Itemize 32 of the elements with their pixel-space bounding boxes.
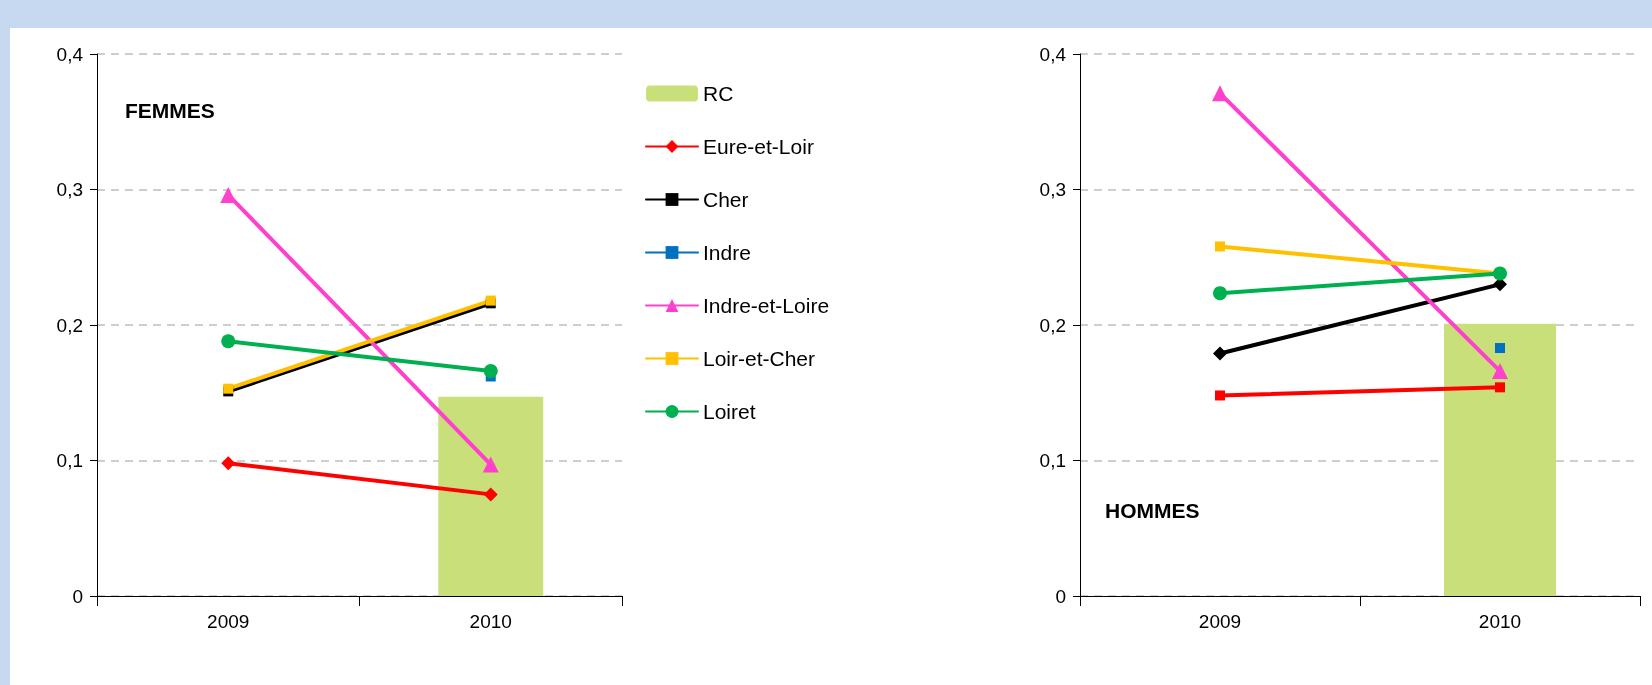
point	[1215, 390, 1225, 401]
legend-label: Cher	[703, 188, 749, 211]
x-tick-label: 2009	[207, 611, 250, 632]
point	[483, 487, 498, 502]
y-tick-label: 0	[72, 585, 83, 607]
y-tick-label: 0,1	[1039, 450, 1066, 471]
point	[1495, 382, 1505, 393]
point	[483, 364, 498, 379]
y-tick-label: 0,3	[56, 179, 83, 200]
point	[1213, 346, 1227, 361]
text: HOMMES	[1105, 499, 1200, 522]
point	[1213, 286, 1227, 301]
y-tick-label: 0,2	[56, 314, 83, 336]
point	[221, 456, 236, 471]
legend-label: Loiret	[703, 400, 756, 423]
point	[1215, 241, 1225, 252]
point	[221, 334, 236, 349]
x-tick-label: 2010	[1478, 611, 1522, 632]
y-tick-label: 0,4	[56, 43, 84, 65]
x-tick-label: 2009	[1198, 611, 1242, 632]
y-tick-label: 0,2	[1039, 314, 1066, 336]
y-tick-label: 0,3	[1039, 179, 1066, 200]
y-tick-label: 0,1	[56, 450, 83, 471]
y-tick-label: 0,4	[1039, 43, 1067, 65]
y-tick-label: 0	[1055, 585, 1066, 607]
legend-label: Indre-et-Loire	[703, 294, 830, 317]
legend-label: Loir-et-Cher	[703, 347, 816, 370]
text: FEMMES	[125, 99, 215, 122]
x-tick-label: 2010	[469, 611, 512, 632]
legend-label: RC	[703, 82, 734, 105]
legend-label: Eure-et-Loir	[703, 135, 814, 158]
legend-label: Indre	[703, 241, 751, 264]
